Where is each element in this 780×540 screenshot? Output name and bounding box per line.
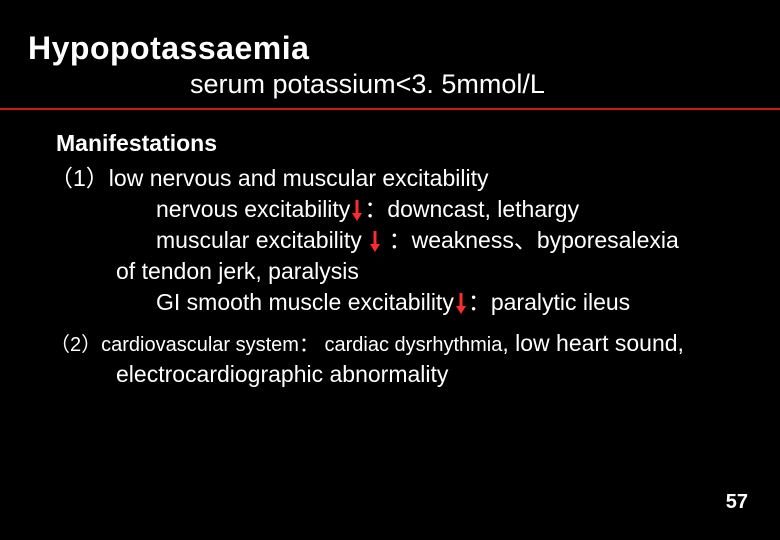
muscular-pre: muscular excitability [156,227,362,253]
item-1: （1）low nervous and muscular excitability [56,163,750,194]
item-1-number: （1） [50,165,109,191]
body-content: Manifestations （1）low nervous and muscul… [0,110,780,390]
title-sub: serum potassium<3. 5mmol/L [28,69,780,100]
title-main: Hypopotassaemia [28,30,780,67]
section-heading: Manifestations [56,128,750,159]
item-2-number: （2） [50,334,101,356]
nervous-post: ：downcast, lethargy [364,196,579,222]
title-block: Hypopotassaemia serum potassium<3. 5mmol… [0,0,780,100]
nervous-line: nervous excitability ：downcast, lethargy [56,194,750,225]
nervous-pre: nervous excitability [156,196,350,222]
item-1-text: low nervous and muscular excitability [109,165,489,191]
gi-line: GI smooth muscle excitability ：paralytic … [56,287,750,318]
muscular-post: ：weakness、byporesalexia [382,227,679,253]
muscular-cont: of tendon jerk, paralysis [56,256,750,287]
page-number: 57 [726,491,748,514]
gi-pre: GI smooth muscle excitability [156,289,454,315]
gi-post: ：paralytic ileus [468,289,630,315]
slide: Hypopotassaemia serum potassium<3. 5mmol… [0,0,780,540]
down-arrow-icon [368,227,382,258]
cv-large: , low heart sound, [502,330,684,356]
cv-small-a: cardiovascular system： cardiac dysrhythm… [101,334,502,356]
ecg-line: electrocardiographic abnormality [56,359,750,390]
item-2: （2）cardiovascular system： cardiac dysrhy… [56,328,750,359]
down-arrow-icon [350,196,364,227]
muscular-line: muscular excitability ：weakness、byporesa… [56,225,750,256]
down-arrow-icon [454,289,468,320]
